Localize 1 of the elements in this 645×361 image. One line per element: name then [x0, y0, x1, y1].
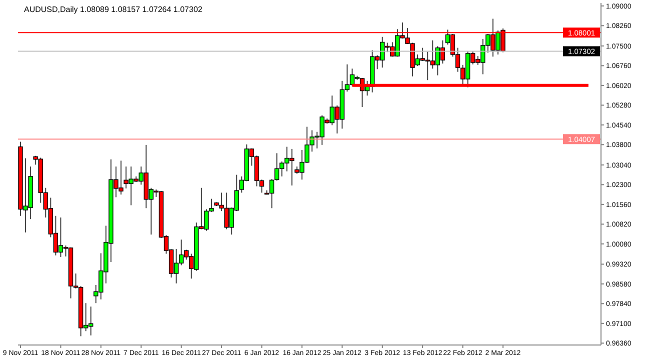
chart-title: AUDUSD,Daily 1.08089 1.08157 1.07264 1.07302 [24, 5, 202, 14]
